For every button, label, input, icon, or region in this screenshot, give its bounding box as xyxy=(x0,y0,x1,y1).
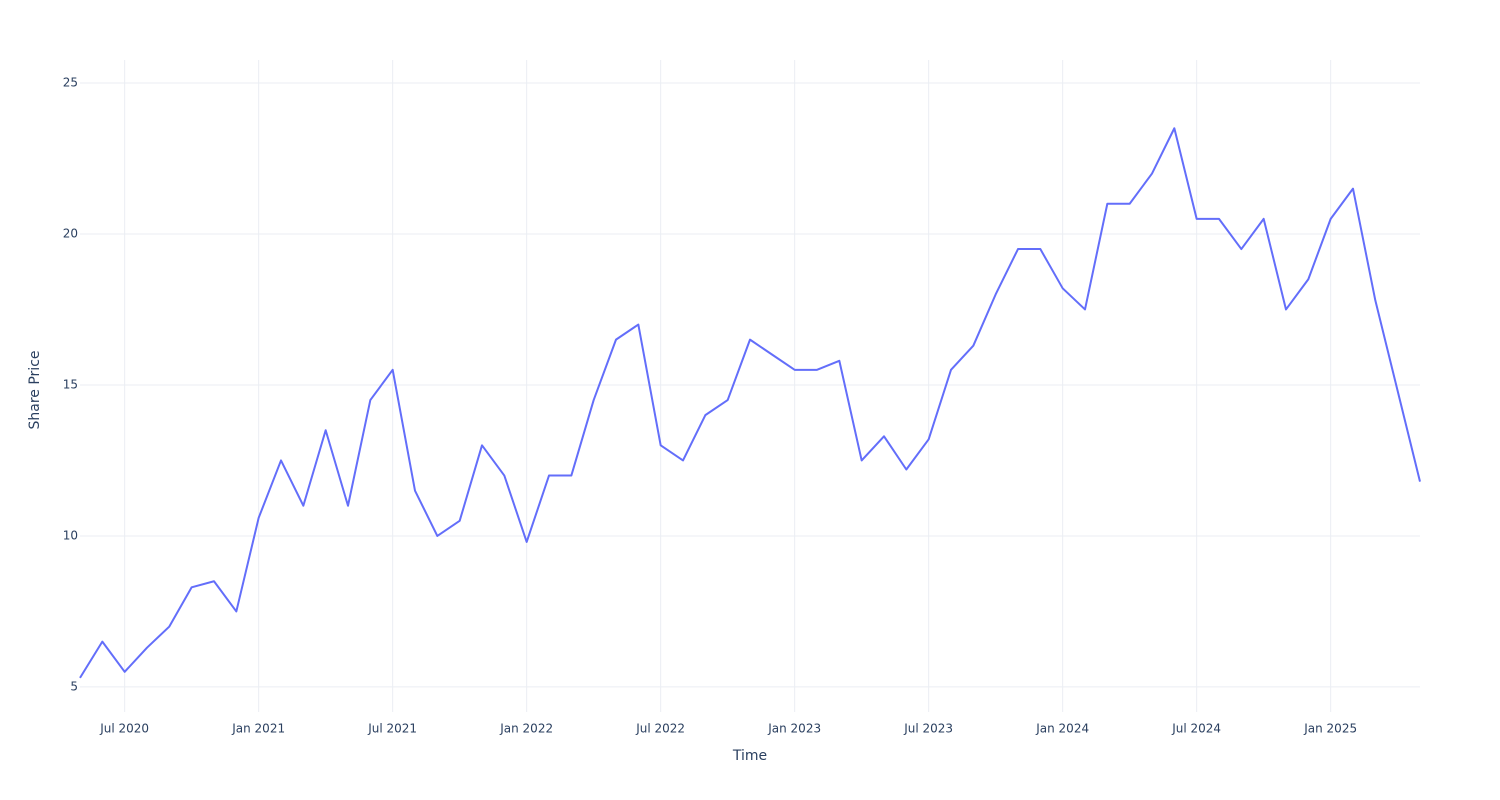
x-tick-label: Jan 2021 xyxy=(231,722,285,736)
x-tick-label: Jul 2020 xyxy=(99,722,149,736)
price-line xyxy=(79,127,1421,679)
y-tick-label: 20 xyxy=(63,226,78,240)
x-tick-label: Jan 2025 xyxy=(1303,722,1357,736)
x-tick-label: Jan 2023 xyxy=(767,722,821,736)
x-axis-title: Time xyxy=(732,748,767,764)
y-axis-title: Share Price xyxy=(27,350,43,429)
y-tick-label: 25 xyxy=(63,75,78,89)
y-tick-label: 10 xyxy=(63,528,78,542)
x-tick-label: Jul 2024 xyxy=(1171,722,1221,736)
x-tick-label: Jul 2021 xyxy=(367,722,417,736)
y-tick-label: 5 xyxy=(70,679,78,693)
x-tick-label: Jan 2024 xyxy=(1035,722,1089,736)
x-tick-label: Jan 2022 xyxy=(499,722,553,736)
x-tick-label: Jul 2022 xyxy=(635,722,685,736)
x-tick-label: Jul 2023 xyxy=(903,722,953,736)
y-tick-label: 15 xyxy=(63,377,78,391)
